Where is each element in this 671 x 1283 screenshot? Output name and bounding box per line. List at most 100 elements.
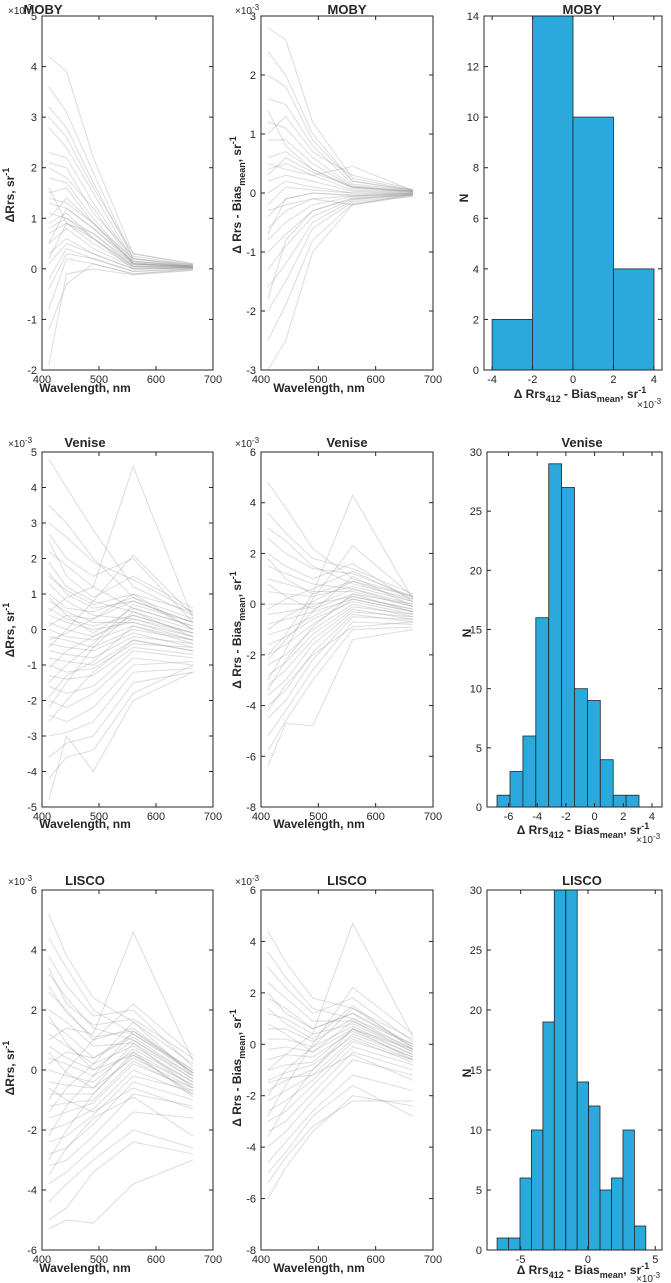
x-tick-label: 2	[610, 374, 616, 386]
histogram-bar-1	[496, 1237, 509, 1250]
y-tick-label: 1	[31, 213, 37, 225]
y-tick-label: -5	[27, 802, 37, 814]
moby-middle-xlabel: Wavelength, nm	[273, 381, 365, 395]
y-tick-label: 0	[476, 1245, 482, 1257]
spectrum-line-4	[48, 973, 194, 1077]
spectrum-line-8	[48, 583, 194, 634]
lisco-middle-title: LISCO	[327, 873, 367, 888]
lisco-left-exponent: ×10-3	[8, 874, 33, 888]
y-tick-label: -1	[27, 660, 37, 672]
spectrum-line-23	[267, 193, 413, 212]
spectrum-line-22	[48, 197, 194, 266]
y-tick-label: 10	[470, 684, 482, 696]
spectrum-line-26	[267, 1023, 414, 1061]
x-tick-label: 400	[252, 374, 270, 386]
histogram-bar-3	[572, 116, 614, 370]
spectrum-line-24	[48, 667, 194, 737]
y-tick-label: 8	[473, 163, 479, 175]
lisco-right-title: LISCO	[562, 873, 602, 888]
lisco-left-plot: 400 500 600 700 -6 -4 -2 0 2 4 6	[27, 885, 222, 1266]
spectrum-line-22	[48, 657, 194, 709]
y-tick-label: 3	[31, 518, 37, 530]
spectrum-line-17	[48, 1075, 194, 1143]
histogram-bar-3	[519, 1177, 532, 1250]
spectrum-line-31	[267, 512, 414, 595]
x-tick-label: 700	[204, 1254, 222, 1266]
y-tick-label: 2	[31, 1005, 37, 1017]
spectrum-line-1	[267, 27, 414, 191]
x-tick-label: 400	[33, 811, 51, 823]
moby-left-title: MOBY	[24, 2, 63, 17]
y-tick-label: 6	[473, 213, 479, 225]
x-tick-label: 700	[424, 1254, 442, 1266]
histogram-bar-4	[535, 617, 550, 807]
moby-middle-plot: 400 500 600 700 -3 -2 -1 0 1 2 3	[246, 11, 442, 386]
histogram-bar-7	[574, 688, 588, 807]
spectrum-line-8	[48, 187, 194, 268]
spectrum-line-23	[48, 1141, 194, 1221]
spectrum-line-7	[48, 572, 194, 623]
spectrum-line-21	[267, 1084, 414, 1174]
spectrum-line-24	[267, 110, 413, 193]
spectrum-line-25	[267, 193, 413, 300]
spectrum-line-26	[267, 580, 414, 630]
spectrum-line-18	[48, 258, 194, 310]
histogram-bar-8	[576, 1081, 590, 1250]
y-tick-label: -3	[246, 365, 256, 377]
lisco-middle-ylabel: Δ Rrs - Biasmean, sr-1	[228, 1009, 247, 1127]
spectrum-line-7	[267, 585, 414, 603]
y-tick-label: 10	[470, 1125, 482, 1137]
spectrum-line-3	[48, 522, 194, 613]
spectrum-line-23	[267, 986, 414, 1117]
spectrum-line-29	[267, 1005, 414, 1050]
spectrum-line-9	[267, 174, 413, 193]
spectrum-line-10	[267, 598, 414, 625]
histogram-bar-9	[588, 1105, 601, 1250]
venise-middle-ylabel: Δ Rrs - Biasmean, sr-1	[228, 571, 247, 689]
x-tick-label: 700	[204, 811, 222, 823]
spectrum-line-22	[267, 162, 414, 192]
histogram-bar-3	[522, 735, 537, 807]
lisco-middle-plot: 400 500 600 700 -8 -6 -4 -2 0 2 4 6	[246, 885, 442, 1266]
spectrum-line-6	[267, 139, 413, 192]
x-tick-label: -6	[504, 811, 514, 823]
lisco-right-marks	[496, 890, 647, 1250]
spectrum-line-38	[48, 600, 194, 627]
spectrum-line-15	[267, 606, 413, 676]
spectrum-line-13	[48, 227, 194, 269]
venise-left-ylabel: ΔRrs, sr-1	[1, 603, 17, 658]
spectrum-line-21	[48, 207, 194, 267]
spectrum-line-20	[48, 268, 194, 366]
x-tick-label: 700	[424, 811, 442, 823]
y-tick-label: -6	[27, 1245, 37, 1257]
spectrum-line-7	[267, 151, 413, 193]
spectrum-line-3	[267, 74, 413, 192]
spectrum-line-39	[48, 639, 194, 723]
histogram-bar-6	[553, 890, 567, 1250]
y-tick-label: -8	[246, 802, 256, 814]
moby-right-marks	[491, 16, 655, 370]
y-tick-label: -8	[246, 1245, 256, 1257]
spectrum-line-31	[48, 603, 194, 684]
spectrum-line-26	[48, 985, 194, 1071]
spectrum-line-2	[267, 951, 414, 1045]
spectrum-line-19	[267, 616, 413, 719]
spectrum-line-32	[267, 570, 414, 610]
lisco-middle-xlabel: Wavelength, nm	[273, 1261, 365, 1275]
spectrum-line-33	[48, 1087, 194, 1113]
venise-middle-axes-box	[260, 451, 434, 808]
spectrum-line-4	[48, 126, 194, 267]
moby-left-plot: 400 500 600 700 -2 -1 0 1 2 3 4 5	[27, 11, 222, 386]
venise-middle-panel: Venise ×10-3 Δ Rrs - Biasmean, sr-1 Wave…	[228, 435, 442, 831]
spectrum-line-2	[267, 51, 413, 191]
spectrum-line-28	[48, 197, 194, 267]
y-tick-label: 4	[31, 945, 37, 957]
spectrum-line-35	[48, 593, 194, 641]
spectrum-line-19	[48, 263, 194, 330]
y-tick-label: 14	[467, 11, 479, 23]
spectrum-line-22	[267, 922, 414, 1071]
spectrum-line-9	[267, 588, 414, 615]
spectrum-line-11	[267, 1028, 414, 1071]
spectrum-line-12	[48, 1057, 194, 1089]
spectrum-line-2	[48, 937, 194, 1071]
